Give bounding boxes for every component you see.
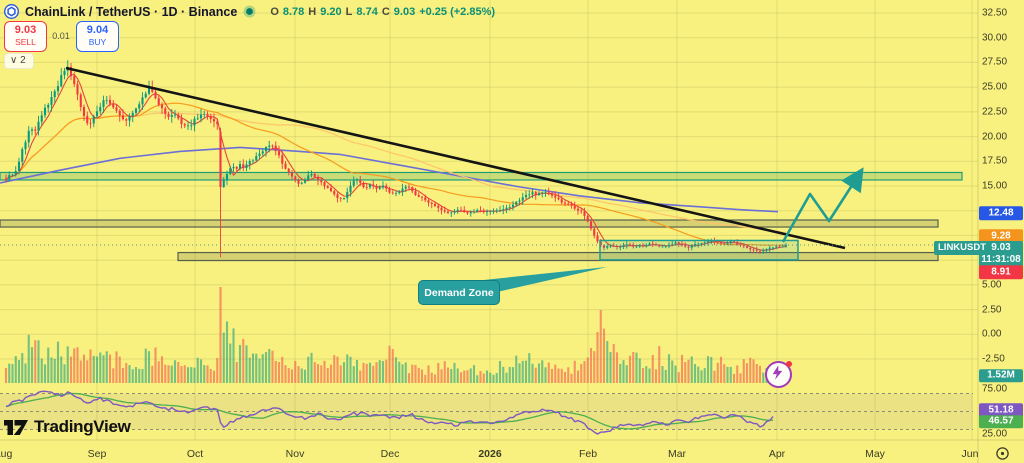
moving-averages	[0, 74, 787, 251]
time-tick-label: Apr	[768, 448, 786, 460]
price-tick-label: 27.50	[982, 56, 1008, 68]
close-label: C	[381, 5, 390, 18]
indicators-collapse-toggle[interactable]: ∨ 2	[4, 53, 34, 69]
price-tick-label: 0.00	[982, 328, 1002, 340]
tradingview-watermark: TradingView	[4, 417, 131, 437]
tradingview-wordmark: TradingView	[34, 417, 131, 436]
lightning-icon	[772, 365, 783, 380]
spread-value: 0.01	[52, 31, 70, 41]
price-tag-12.48: 12.48	[979, 206, 1023, 220]
market-status-icon[interactable]	[243, 5, 256, 18]
price-tick-label: 75.00	[982, 383, 1008, 395]
ohlc-readout: O 8.78 H 9.20 L 8.74 C 9.03 +0.25 (+2.85…	[270, 6, 495, 18]
demand-zone-callout[interactable]: Demand Zone	[418, 280, 500, 305]
rsi-pane	[0, 390, 973, 435]
demand-zone-label: Demand Zone	[424, 286, 494, 299]
price-tag-51.18: 51.18	[979, 403, 1023, 417]
price-tick-label: 2.50	[982, 304, 1002, 316]
time-tick-label: Oct	[186, 448, 204, 460]
price-tick-label: 15.00	[982, 180, 1008, 192]
time-tick-label: Dec	[380, 448, 400, 460]
volume-series	[4, 287, 771, 383]
price-tag-46.57: 46.57	[979, 414, 1023, 429]
open-value: 8.78	[282, 5, 305, 18]
chevron-down-icon: ∨	[10, 55, 18, 66]
low-value: 8.74	[356, 5, 378, 18]
price-tick-label: 25.00	[982, 428, 1008, 440]
low-label: L	[345, 5, 353, 18]
candlestick-series	[4, 60, 788, 258]
time-tick-label: Feb	[578, 448, 598, 460]
close-value: 9.03	[393, 5, 416, 18]
change-value: +0.25 (+2.85%)	[419, 5, 496, 18]
high-label: H	[308, 5, 317, 18]
buy-price: 9.04	[86, 24, 109, 36]
price-tick-label: 20.00	[982, 131, 1008, 143]
indicator-count: 2	[20, 55, 26, 66]
time-tick-label: Mar	[667, 448, 687, 460]
timezone-settings-icon[interactable]	[995, 446, 1010, 463]
buy-label: BUY	[88, 37, 107, 47]
time-tick-label: Nov	[285, 448, 305, 460]
time-tick-label: Jun	[961, 448, 979, 460]
buy-button[interactable]: 9.04 BUY	[76, 21, 119, 52]
price-tick-label: 25.00	[982, 81, 1008, 93]
price-tag-1.52M: 1.52M	[979, 368, 1023, 383]
price-tag-8.91: 8.91	[979, 265, 1023, 279]
price-tick-label: 22.50	[982, 106, 1008, 118]
sell-button[interactable]: 9.03 SELL	[4, 21, 47, 52]
price-tick-label: 17.50	[982, 155, 1008, 167]
high-value: 9.20	[320, 5, 342, 18]
symbol-title[interactable]: ChainLink / TetherUS · 1D · Binance	[25, 4, 238, 19]
price-tick-label: 5.00	[982, 279, 1002, 291]
chainlink-logo-icon	[4, 4, 19, 19]
instant-trading-badge[interactable]	[765, 361, 792, 388]
chart-header: ChainLink / TetherUS · 1D · Binance O 8.…	[4, 4, 495, 19]
time-tick-label: Sep	[87, 448, 107, 460]
instrument-tag: LINKUSDT	[934, 241, 991, 255]
time-tick-label: 2026	[478, 448, 502, 460]
price-tick-label: 30.00	[982, 32, 1008, 44]
price-tick-label: 32.50	[982, 7, 1008, 19]
time-tick-label: May	[865, 448, 885, 460]
notification-dot	[786, 361, 792, 367]
price-tag-9.28: 9.28	[979, 229, 1023, 243]
price-tick-label: -2.50	[982, 353, 1005, 365]
sell-price: 9.03	[14, 24, 37, 36]
open-label: O	[270, 5, 279, 18]
sell-label: SELL	[15, 37, 36, 47]
tradingview-logo-icon	[4, 419, 28, 435]
time-tick-label: Aug	[0, 448, 13, 460]
